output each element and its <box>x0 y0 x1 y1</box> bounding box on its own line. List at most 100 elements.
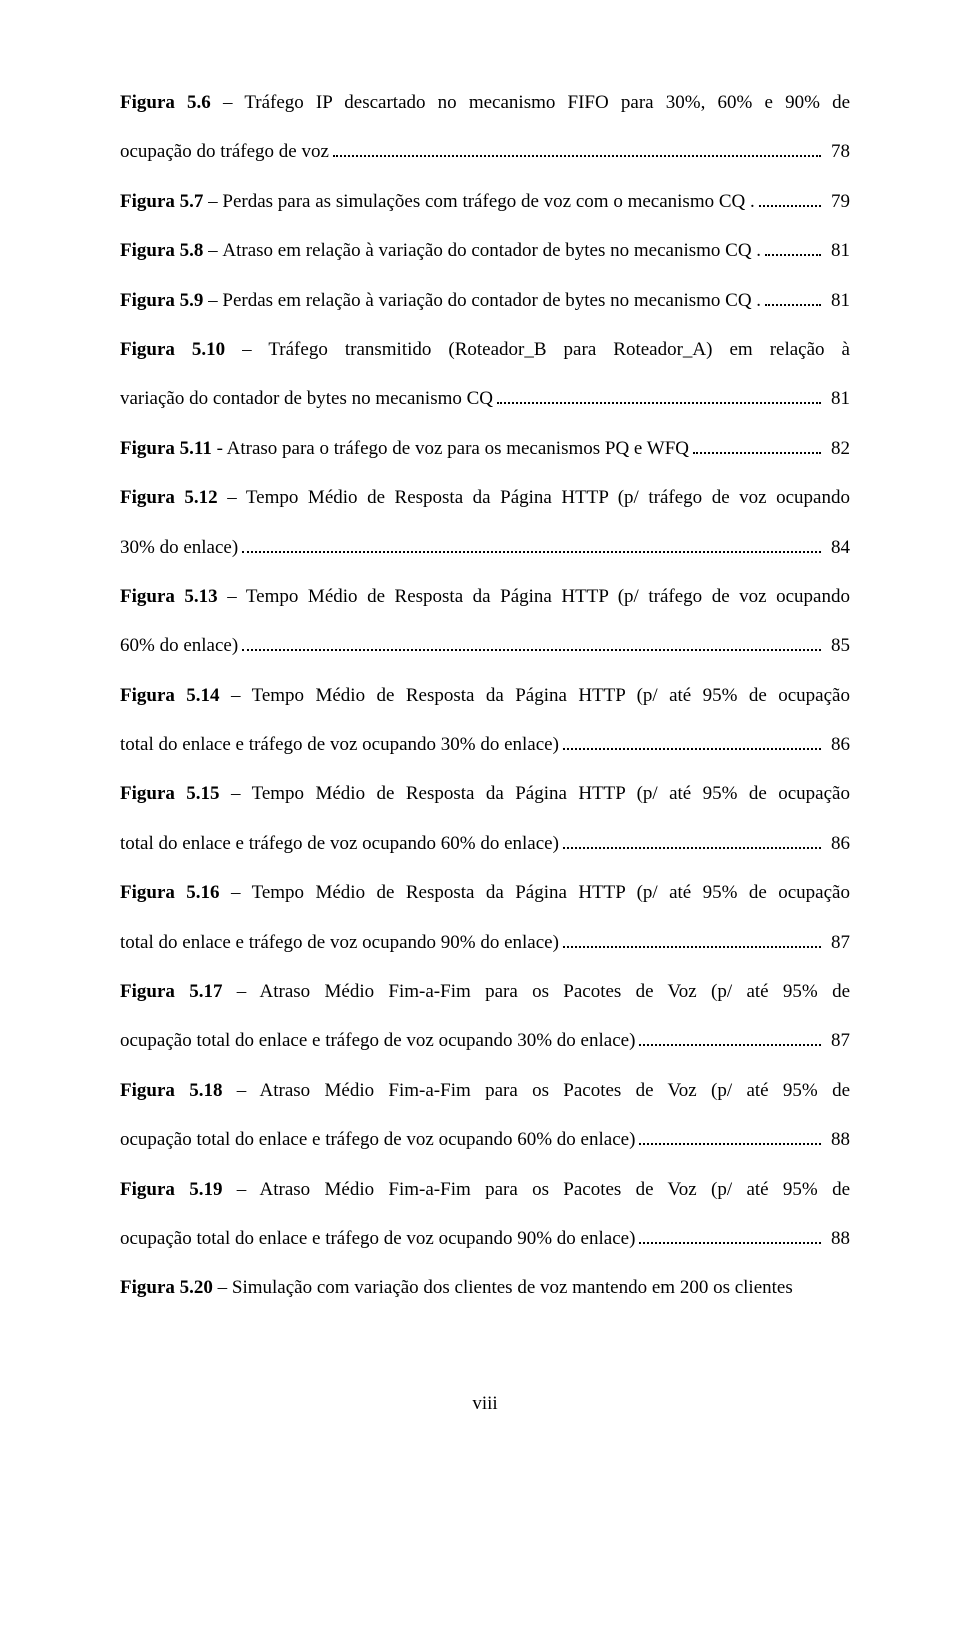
figure-entry: Figura 5.19 – Atraso Médio Fim-a-Fim par… <box>120 1165 850 1264</box>
entry-dash: – <box>203 226 222 275</box>
leader-dots <box>639 1227 821 1244</box>
figure-description-tail: ocupação do tráfego de voz <box>120 127 329 176</box>
figure-description: Tempo Médio de Resposta da Página HTTP (… <box>246 487 850 508</box>
figure-page-number: 79 <box>825 177 850 226</box>
figure-description: Atraso em relação à variação do contador… <box>222 226 761 275</box>
figure-label: Figura 5.14 <box>120 685 220 706</box>
figure-description: Atraso Médio Fim-a-Fim para os Pacotes d… <box>260 1179 850 1200</box>
figure-entry: Figura 5.14 – Tempo Médio de Resposta da… <box>120 671 850 770</box>
figure-entry: Figura 5.9 – Perdas em relação à variaçã… <box>120 276 850 325</box>
entry-dash: – <box>211 92 245 113</box>
figure-entry: Figura 5.10 – Tráfego transmitido (Rotea… <box>120 325 850 424</box>
figure-page-number: 86 <box>825 720 850 769</box>
figure-label: Figura 5.16 <box>120 882 220 903</box>
figure-entry: Figura 5.6 – Tráfego IP descartado no me… <box>120 78 850 177</box>
entry-dash: – <box>222 1179 259 1200</box>
leader-dots <box>693 437 821 454</box>
figure-description-tail: total do enlace e tráfego de voz ocupand… <box>120 918 559 967</box>
figure-description: Perdas para as simulações com tráfego de… <box>222 177 754 226</box>
figure-entry: Figura 5.17 – Atraso Médio Fim-a-Fim par… <box>120 967 850 1066</box>
figure-description: Atraso Médio Fim-a-Fim para os Pacotes d… <box>260 981 850 1002</box>
entry-dash: – <box>203 276 222 325</box>
figure-label: Figura 5.17 <box>120 981 222 1002</box>
figure-description: Atraso Médio Fim-a-Fim para os Pacotes d… <box>260 1080 850 1101</box>
figure-label: Figura 5.19 <box>120 1179 222 1200</box>
figure-entry: Figura 5.11 - Atraso para o tráfego de v… <box>120 424 850 473</box>
figure-description: Tempo Médio de Resposta da Página HTTP (… <box>252 882 850 903</box>
figure-page-number: 84 <box>825 523 850 572</box>
entry-dash: – <box>222 981 259 1002</box>
entry-dash: – <box>203 177 222 226</box>
entry-dash: – <box>213 1263 232 1312</box>
figure-description: Simulação com variação dos clientes de v… <box>232 1263 793 1312</box>
leader-dots <box>639 1128 821 1145</box>
figure-description: Tempo Médio de Resposta da Página HTTP (… <box>246 586 850 607</box>
figure-label: Figura 5.18 <box>120 1080 222 1101</box>
figure-description: Tempo Médio de Resposta da Página HTTP (… <box>252 685 850 706</box>
leader-dots <box>765 239 821 256</box>
figure-label: Figura 5.10 <box>120 339 225 360</box>
figure-entry: Figura 5.18 – Atraso Médio Fim-a-Fim par… <box>120 1066 850 1165</box>
figure-page-number: 86 <box>825 819 850 868</box>
entry-dash: – <box>218 487 246 508</box>
entry-dash: – <box>220 783 252 804</box>
figure-page-number: 85 <box>825 621 850 670</box>
figure-description-tail: ocupação total do enlace e tráfego de vo… <box>120 1115 635 1164</box>
figure-entry: Figura 5.15 – Tempo Médio de Resposta da… <box>120 769 850 868</box>
figure-description-tail: total do enlace e tráfego de voz ocupand… <box>120 720 559 769</box>
figure-description-tail: 30% do enlace) <box>120 523 238 572</box>
leader-dots <box>242 535 821 552</box>
figure-label: Figura 5.7 <box>120 177 203 226</box>
figure-label: Figura 5.15 <box>120 783 220 804</box>
figure-description-tail: ocupação total do enlace e tráfego de vo… <box>120 1016 635 1065</box>
figure-description: Perdas em relação à variação do contador… <box>222 276 761 325</box>
leader-dots <box>759 190 821 207</box>
figure-description-tail: total do enlace e tráfego de voz ocupand… <box>120 819 559 868</box>
figure-description: Tempo Médio de Resposta da Página HTTP (… <box>252 783 850 804</box>
figure-entry: Figura 5.13 – Tempo Médio de Resposta da… <box>120 572 850 671</box>
figure-page-number: 82 <box>825 424 850 473</box>
figure-page-number: 88 <box>825 1214 850 1263</box>
figure-label: Figura 5.13 <box>120 586 218 607</box>
figure-page-number: 78 <box>825 127 850 176</box>
leader-dots <box>242 634 821 651</box>
figure-page-number: 88 <box>825 1115 850 1164</box>
figure-label: Figura 5.11 <box>120 424 212 473</box>
leader-dots <box>497 387 821 404</box>
figure-page-number: 81 <box>825 226 850 275</box>
leader-dots <box>563 930 821 947</box>
figure-label: Figura 5.8 <box>120 226 203 275</box>
leader-dots <box>333 140 821 157</box>
page-number-footer: viii <box>120 1393 850 1415</box>
figure-page-number: 87 <box>825 918 850 967</box>
figure-entry: Figura 5.20 – Simulação com variação dos… <box>120 1263 850 1312</box>
figure-entry: Figura 5.16 – Tempo Médio de Resposta da… <box>120 868 850 967</box>
leader-dots <box>563 832 821 849</box>
leader-dots <box>563 733 821 750</box>
figure-entry: Figura 5.7 – Perdas para as simulações c… <box>120 177 850 226</box>
figure-description: Tráfego IP descartado no mecanismo FIFO … <box>244 92 850 113</box>
entry-dash: – <box>218 586 246 607</box>
figure-description-tail: variação do contador de bytes no mecanis… <box>120 374 493 423</box>
entry-dash: – <box>220 882 252 903</box>
figure-entry: Figura 5.8 – Atraso em relação à variaçã… <box>120 226 850 275</box>
entry-dash: – <box>220 685 252 706</box>
entry-dash: – <box>222 1080 259 1101</box>
leader-dots <box>639 1029 821 1046</box>
figure-description: Tráfego transmitido (Roteador_B para Rot… <box>268 339 850 360</box>
figure-page-number: 81 <box>825 276 850 325</box>
figure-description: - Atraso para o tráfego de voz para os m… <box>217 424 689 473</box>
figure-label: Figura 5.9 <box>120 276 203 325</box>
figure-label: Figura 5.12 <box>120 487 218 508</box>
figure-page-number: 87 <box>825 1016 850 1065</box>
figure-description-tail: 60% do enlace) <box>120 621 238 670</box>
figure-list: Figura 5.6 – Tráfego IP descartado no me… <box>120 78 850 1313</box>
document-page: Figura 5.6 – Tráfego IP descartado no me… <box>0 0 960 1475</box>
entry-dash: – <box>225 339 268 360</box>
figure-label: Figura 5.20 <box>120 1263 213 1312</box>
figure-label: Figura 5.6 <box>120 92 211 113</box>
figure-page-number: 81 <box>825 374 850 423</box>
figure-entry: Figura 5.12 – Tempo Médio de Resposta da… <box>120 473 850 572</box>
figure-description-tail: ocupação total do enlace e tráfego de vo… <box>120 1214 635 1263</box>
leader-dots <box>765 288 821 305</box>
